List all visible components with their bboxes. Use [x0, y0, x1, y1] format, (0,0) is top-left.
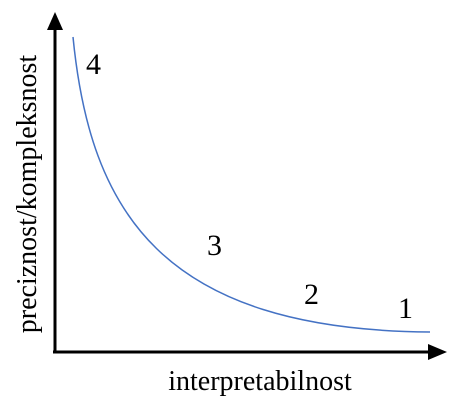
- y-axis-label: preciznost/kompleksnost: [12, 55, 43, 334]
- y-axis-arrowhead: [47, 12, 63, 30]
- x-axis-label: interpretabilnost: [168, 366, 352, 397]
- point-label-4: 4: [86, 48, 101, 81]
- x-axis-arrowhead: [428, 344, 447, 360]
- tradeoff-curve: [72, 36, 431, 333]
- point-label-1: 1: [398, 292, 413, 325]
- point-label-3: 3: [207, 229, 222, 262]
- point-label-2: 2: [304, 278, 319, 311]
